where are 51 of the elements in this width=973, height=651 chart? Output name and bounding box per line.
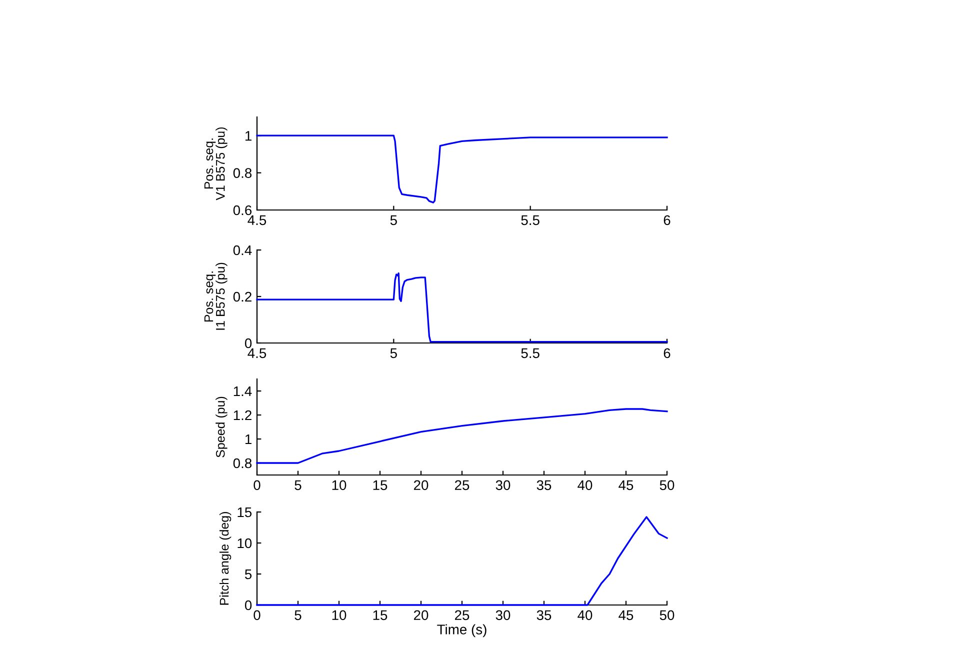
x-tick-label: 45 [618, 480, 634, 490]
y-tick-label: 0.6 [233, 205, 252, 216]
line-series [256, 408, 668, 464]
x-tick-label: 4.5 [248, 348, 266, 358]
x-tick-label: 5 [390, 348, 397, 358]
x-tick-label: 20 [414, 480, 428, 490]
x-tick-label: 6 [664, 348, 670, 358]
x-tick-label: 15 [373, 610, 388, 620]
line-series [256, 134, 668, 204]
y-tick-label: 10 [238, 538, 252, 548]
y-axis-title: Pos. seq. I1 B575 (pu) [204, 262, 228, 330]
x-tick-label: 0 [254, 480, 260, 490]
x-tick-label: 6 [664, 215, 670, 226]
x-tick-label: 5.5 [521, 215, 540, 226]
y-tick-label: 0.8 [233, 168, 252, 178]
y-tick-label: 1.4 [234, 386, 252, 396]
y-tick-label: 15 [238, 507, 252, 518]
x-tick-label: 40 [578, 480, 592, 490]
x-tick-label: 45 [618, 610, 634, 620]
x-tick-label: 5 [294, 480, 302, 490]
x-tick-label: 25 [454, 480, 470, 490]
y-axis-title: Pitch angle (deg) [219, 512, 232, 605]
y-tick-label: 0 [244, 338, 252, 348]
x-tick-label: 20 [414, 610, 428, 620]
x-tick-label: 40 [578, 610, 592, 620]
x-tick-label: 35 [536, 610, 552, 620]
x-tick-label: 25 [454, 610, 470, 620]
x-tick-label: 4.5 [248, 215, 266, 226]
x-tick-label: 50 [660, 480, 674, 490]
x-tick-label: 0 [254, 610, 260, 620]
y-tick-label: 5 [244, 569, 252, 580]
x-tick-label: 10 [332, 610, 346, 620]
y-tick-label: 1 [245, 131, 252, 141]
x-tick-label: 35 [536, 480, 552, 490]
y-axis-title: Pos. seq. V1 B575 (pu) [204, 127, 228, 200]
x-axis-title: Time (s) [437, 624, 486, 638]
x-tick-label: 5.5 [521, 348, 540, 358]
y-axis-title: Speed (pu) [216, 396, 228, 458]
x-tick-label: 30 [496, 610, 510, 620]
x-tick-label: 10 [332, 480, 346, 490]
y-tick-label: 0.8 [233, 458, 252, 468]
y-tick-label: 0 [244, 600, 252, 610]
y-tick-label: 1.2 [234, 410, 252, 420]
x-tick-label: 50 [660, 610, 674, 620]
x-tick-label: 5 [390, 215, 397, 226]
x-tick-label: 5 [294, 610, 302, 620]
y-tick-label: 0.4 [233, 245, 252, 256]
x-tick-label: 15 [373, 480, 388, 490]
x-tick-label: 30 [496, 480, 510, 490]
y-tick-label: 1 [245, 434, 252, 444]
y-tick-label: 0.2 [233, 292, 252, 302]
